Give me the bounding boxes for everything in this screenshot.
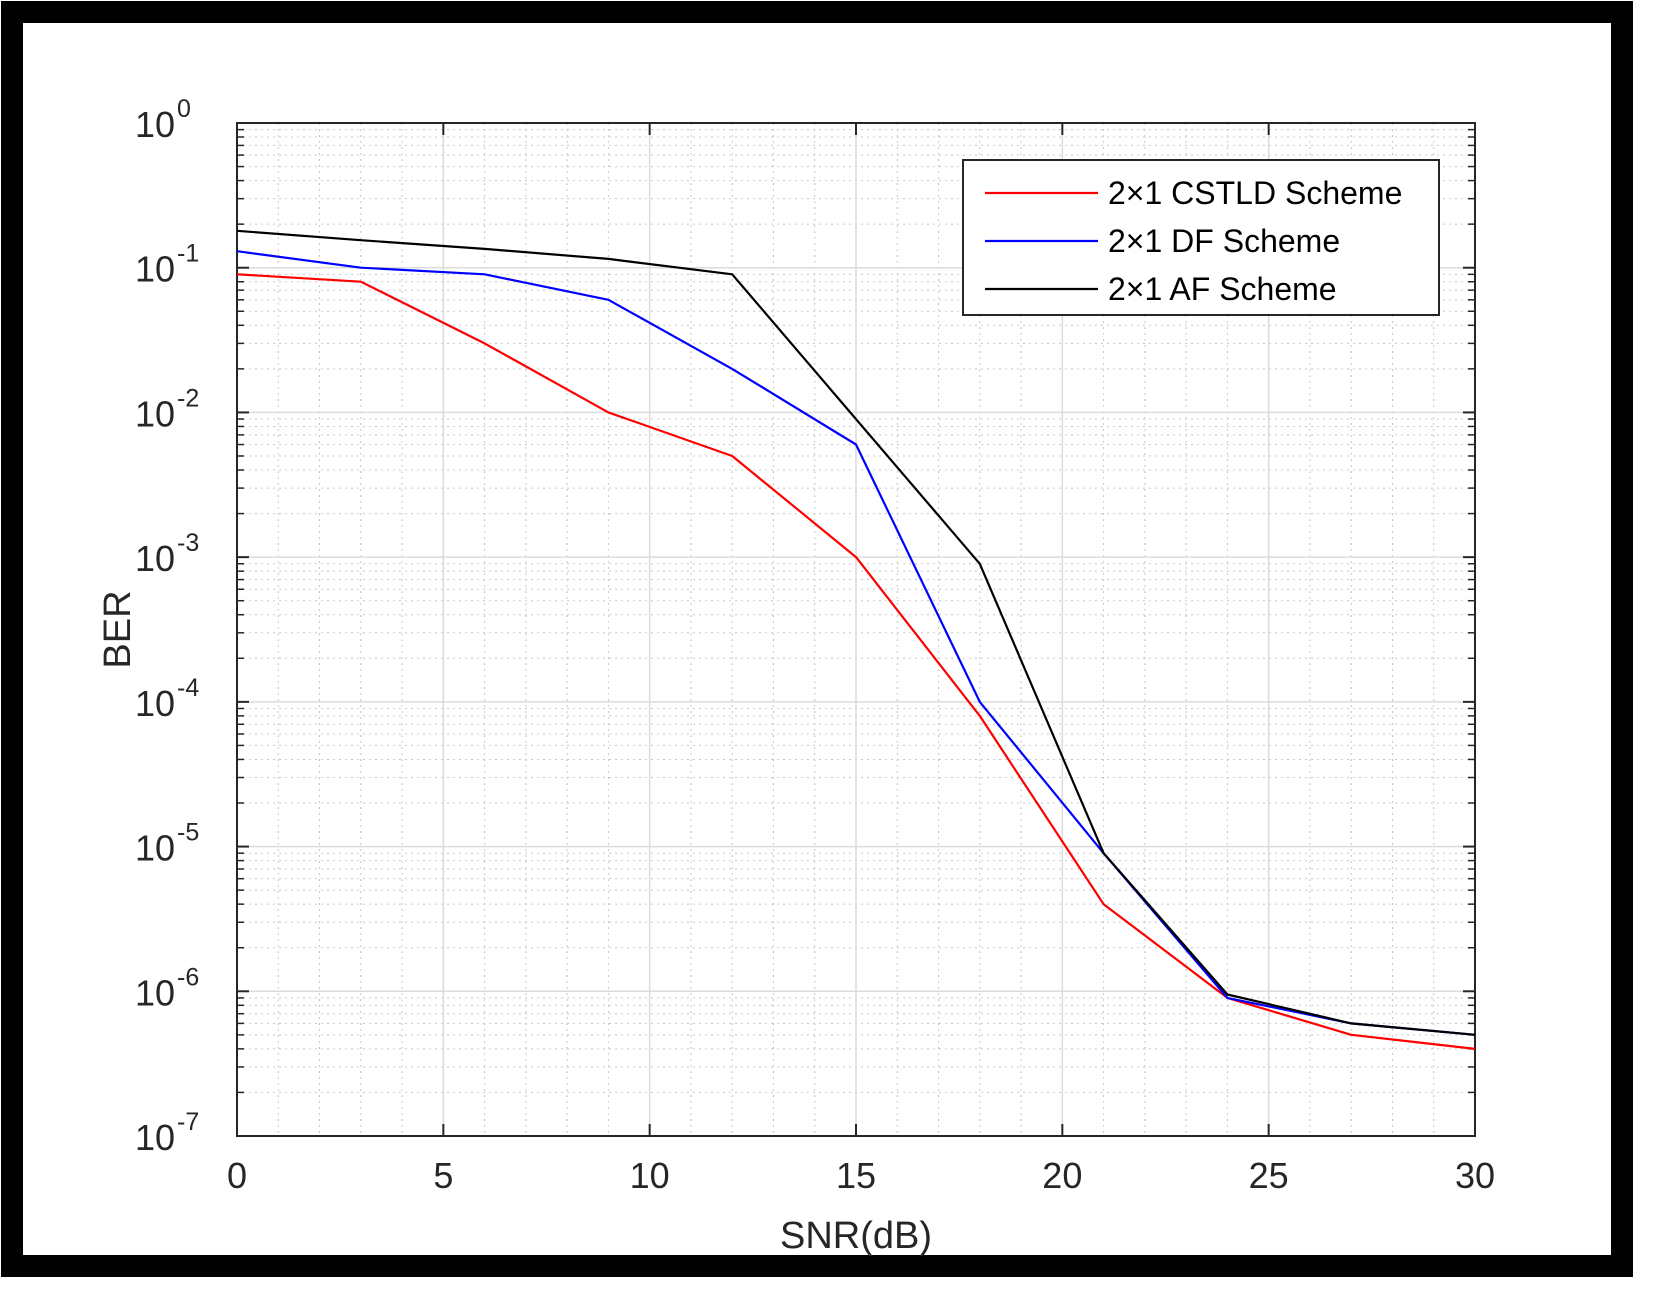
y-tick-base: 10 xyxy=(135,249,175,290)
y-tick-base: 10 xyxy=(135,972,175,1013)
y-tick-base: 10 xyxy=(135,1117,175,1158)
y-tick-label: 10 -7 xyxy=(135,1108,199,1158)
x-tick-label: 25 xyxy=(1249,1155,1289,1196)
y-tick-exponent: -6 xyxy=(177,963,199,991)
legend: 2×1 CSTLD Scheme 2×1 DF Scheme 2×1 AF Sche… xyxy=(962,159,1440,316)
x-tick-labels: 0 5 10 15 20 25 30 xyxy=(227,1155,1495,1196)
y-tick-exponent: -1 xyxy=(177,240,199,268)
y-tick-exponent: -3 xyxy=(177,529,199,557)
series-line-2 xyxy=(236,250,1476,1036)
axis-ticks xyxy=(236,122,1476,1137)
y-tick-exponent: -2 xyxy=(177,384,199,412)
legend-label-2: 2×1 DF Scheme xyxy=(1108,223,1340,259)
y-tick-base: 10 xyxy=(135,393,175,434)
y-axis-label: BER xyxy=(97,590,139,668)
y-tick-label: 10 -4 xyxy=(135,674,199,724)
y-tick-exponent: -4 xyxy=(177,674,199,702)
y-tick-label: 10 -5 xyxy=(135,819,199,869)
x-tick-label: 5 xyxy=(433,1155,453,1196)
y-tick-label: 10 -3 xyxy=(135,529,199,579)
series-lines xyxy=(236,229,1476,1050)
y-tick-label: 10 0 xyxy=(135,95,191,145)
y-tick-exponent: -5 xyxy=(177,819,199,847)
y-tick-base: 10 xyxy=(135,828,175,869)
y-tick-label: 10 -2 xyxy=(135,384,199,434)
x-tick-label: 30 xyxy=(1455,1155,1495,1196)
y-tick-label: 10 -1 xyxy=(135,240,199,290)
y-tick-base: 10 xyxy=(135,538,175,579)
legend-label-3: 2×1 AF Scheme xyxy=(1108,271,1337,307)
legend-label-1: 2×1 CSTLD Scheme xyxy=(1108,175,1402,211)
x-tick-label: 0 xyxy=(227,1155,247,1196)
series-line-3 xyxy=(236,229,1476,1036)
series-line-1 xyxy=(236,273,1476,1050)
y-tick-base: 10 xyxy=(135,683,175,724)
x-tick-label: 20 xyxy=(1042,1155,1082,1196)
x-tick-label: 15 xyxy=(836,1155,876,1196)
y-tick-exponent: 0 xyxy=(177,95,191,123)
x-axis-label: SNR(dB) xyxy=(780,1215,932,1257)
y-tick-exponent: -7 xyxy=(177,1108,199,1136)
y-tick-base: 10 xyxy=(135,104,175,145)
x-tick-label: 10 xyxy=(630,1155,670,1196)
y-tick-label: 10 -6 xyxy=(135,963,199,1013)
